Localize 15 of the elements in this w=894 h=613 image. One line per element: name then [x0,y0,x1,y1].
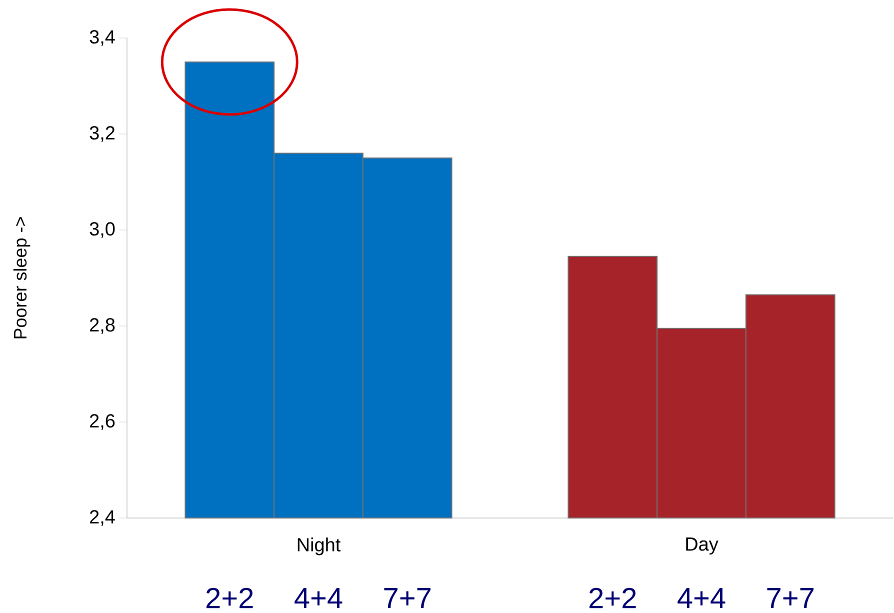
y-tick-label: 3,0 [90,222,115,238]
y-tick-label: 3,4 [90,30,115,46]
text: 7+7 [767,588,814,608]
y-tick-label: 2,6 [90,414,115,430]
x-tick-label: Day [686,538,718,555]
text: 4+4 [678,588,726,608]
text: 7+7 [384,588,430,608]
text: 2+2 [590,588,636,608]
y-tick-label: 2,8 [90,318,115,334]
text: 2+2 [206,588,253,608]
text: 4+4 [294,588,342,608]
y-tick-label: 3,2 [90,126,115,142]
y-axis-title: Poorer sleep -> [13,217,30,338]
x-tick-label: Night [298,538,341,556]
y-tick-label: 2,4 [90,510,115,526]
